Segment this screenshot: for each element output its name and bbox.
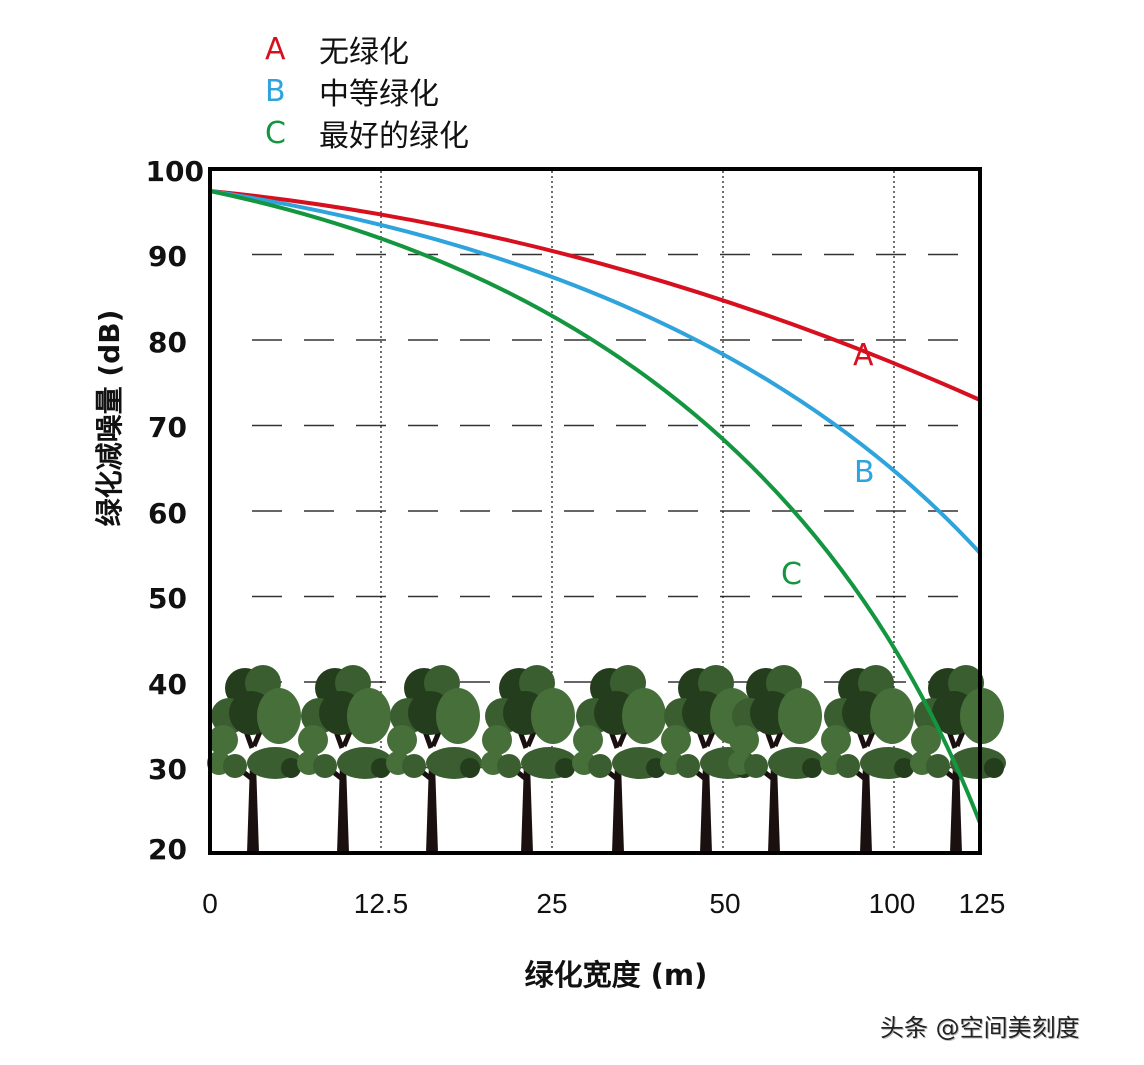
legend-item-b: B 中等绿化 — [265, 70, 469, 113]
watermark: 头条 @空间美刻度 — [880, 1014, 1080, 1042]
svg-text:12.5: 12.5 — [354, 888, 409, 919]
svg-text:125: 125 — [959, 888, 1006, 919]
svg-text:60: 60 — [148, 497, 187, 530]
curve-b — [209, 189, 982, 555]
curve-label-b: B — [854, 455, 875, 490]
y-axis-label: 绿化减噪量 (dB) — [93, 309, 126, 527]
svg-text:50: 50 — [148, 582, 187, 615]
svg-text:100: 100 — [146, 155, 204, 188]
x-axis-label: 绿化宽度 (m) — [524, 958, 708, 992]
legend-label: 中等绿化 — [319, 77, 439, 112]
plot-frame — [208, 167, 982, 855]
svg-text:100: 100 — [869, 888, 916, 919]
svg-text:40: 40 — [148, 668, 187, 701]
curve-label-a: A — [853, 338, 874, 373]
tree-row — [207, 665, 1006, 853]
curve-label-c: C — [781, 557, 802, 592]
svg-text:30: 30 — [148, 753, 187, 786]
svg-text:0: 0 — [202, 888, 218, 919]
legend-label: 无绿化 — [319, 35, 409, 70]
legend: A 无绿化 B 中等绿化 C 最好的绿化 — [265, 28, 469, 155]
legend-item-c: C 最好的绿化 — [265, 112, 469, 155]
svg-text:90: 90 — [148, 240, 187, 273]
legend-item-a: A 无绿化 — [265, 28, 469, 71]
legend-key: C — [265, 115, 286, 151]
svg-text:20: 20 — [148, 833, 187, 866]
svg-text:50: 50 — [709, 888, 740, 919]
legend-key: A — [265, 31, 286, 67]
y-tick-labels: 100 90 80 70 60 50 40 30 20 — [146, 155, 204, 866]
legend-key: B — [265, 73, 286, 109]
svg-text:70: 70 — [148, 411, 187, 444]
x-tick-labels: 0 12.5 25 50 100 125 — [202, 888, 1005, 919]
legend-label: 最好的绿化 — [319, 119, 469, 154]
svg-text:25: 25 — [536, 888, 567, 919]
curve-c — [209, 189, 982, 824]
svg-text:80: 80 — [148, 326, 187, 359]
curve-a — [209, 189, 981, 402]
